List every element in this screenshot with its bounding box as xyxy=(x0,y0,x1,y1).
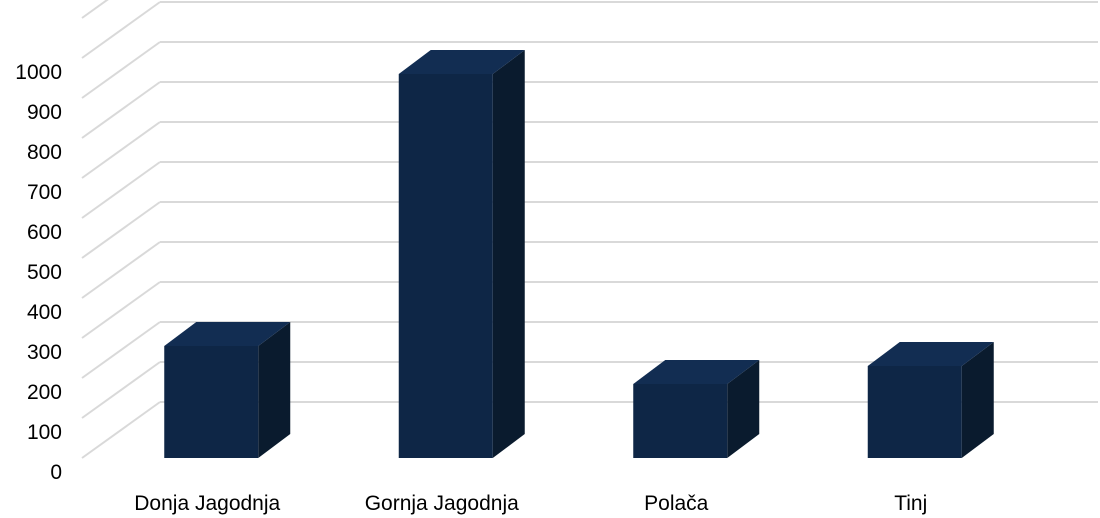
x-axis-ticks: Donja Jagodnja Gornja Jagodnja Polača Tinj xyxy=(134,492,927,515)
gridline-side xyxy=(81,201,161,259)
bar xyxy=(633,360,760,458)
bar-side xyxy=(727,360,760,458)
x-tick-label: Donja Jagodnja xyxy=(134,492,280,515)
bar-front xyxy=(867,366,962,458)
gridline-side xyxy=(81,161,161,219)
bar-top xyxy=(867,342,994,366)
bar xyxy=(164,322,291,458)
y-tick-label: 300 xyxy=(27,341,62,364)
bar-front xyxy=(633,384,728,458)
bar-top xyxy=(633,360,760,384)
gridline-side xyxy=(81,0,109,19)
y-tick-label: 100 xyxy=(27,421,62,444)
y-tick-label: 400 xyxy=(27,301,62,324)
gridline-side xyxy=(81,281,161,339)
y-tick-label: 700 xyxy=(27,181,62,204)
gridline-side xyxy=(81,81,161,139)
bar-front xyxy=(398,74,493,458)
bar-front xyxy=(164,346,259,458)
gridline-side xyxy=(81,241,161,299)
gridline-side xyxy=(81,361,161,419)
bar xyxy=(398,50,525,458)
x-tick-label: Tinj xyxy=(894,492,927,515)
y-tick-label: 200 xyxy=(27,381,62,404)
y-tick-label: 900 xyxy=(27,101,62,124)
gridline-side xyxy=(81,1,161,59)
bars xyxy=(164,50,994,458)
gridline-side xyxy=(81,401,161,459)
y-tick-label: 800 xyxy=(27,141,62,164)
bar-side xyxy=(961,342,994,458)
y-tick-label: 500 xyxy=(27,261,62,284)
bar xyxy=(867,342,994,458)
gridline-side xyxy=(81,321,161,379)
x-tick-label: Polača xyxy=(644,492,709,515)
gridline-side xyxy=(81,121,161,179)
y-axis-ticks: 0 100 200 300 400 500 600 700 800 900 1000 xyxy=(15,61,62,484)
y-tick-label: 0 xyxy=(50,461,62,484)
bar-side xyxy=(258,322,291,458)
y-tick-label: 600 xyxy=(27,221,62,244)
bar-top xyxy=(398,50,525,74)
x-tick-label: Gornja Jagodnja xyxy=(365,492,519,515)
gridlines xyxy=(81,0,1098,459)
gridline-side xyxy=(81,41,161,99)
y-tick-label: 1000 xyxy=(15,61,62,84)
bar-top xyxy=(164,322,291,346)
bar-side xyxy=(492,50,525,458)
